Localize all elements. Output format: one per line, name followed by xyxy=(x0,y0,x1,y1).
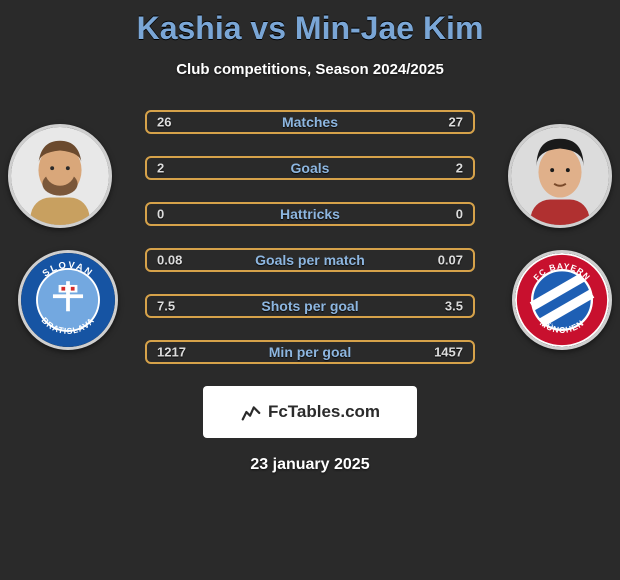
stat-right-value: 1457 xyxy=(434,345,463,360)
stat-label: Goals xyxy=(291,160,330,176)
subtitle: Club competitions, Season 2024/2025 xyxy=(0,61,620,78)
watermark: FcTables.com xyxy=(203,386,417,438)
watermark-text: FcTables.com xyxy=(268,402,380,422)
page-title: Kashia vs Min-Jae Kim xyxy=(0,10,620,47)
stat-left-value: 2 xyxy=(157,161,164,176)
stat-right-value: 27 xyxy=(449,115,463,130)
stat-left-value: 1217 xyxy=(157,345,186,360)
stat-label: Shots per goal xyxy=(261,298,358,314)
stat-right-value: 3.5 xyxy=(445,299,463,314)
stat-right-value: 0 xyxy=(456,207,463,222)
stat-label: Hattricks xyxy=(280,206,340,222)
stats-container: 26 Matches 27 2 Goals 2 0 Hattricks 0 0.… xyxy=(10,110,610,364)
stat-rows: 26 Matches 27 2 Goals 2 0 Hattricks 0 0.… xyxy=(145,110,475,364)
stat-label: Goals per match xyxy=(255,252,365,268)
stat-row: 1217 Min per goal 1457 xyxy=(145,340,475,364)
stat-row: 2 Goals 2 xyxy=(145,156,475,180)
stat-right-value: 2 xyxy=(456,161,463,176)
fctables-logo-icon xyxy=(240,401,262,423)
stat-left-value: 0 xyxy=(157,207,164,222)
stat-left-value: 7.5 xyxy=(157,299,175,314)
stat-left-value: 26 xyxy=(157,115,171,130)
stat-right-value: 0.07 xyxy=(438,253,463,268)
stat-row: 7.5 Shots per goal 3.5 xyxy=(145,294,475,318)
stat-label: Min per goal xyxy=(269,344,351,360)
stat-row: 26 Matches 27 xyxy=(145,110,475,134)
stat-label: Matches xyxy=(282,114,338,130)
stat-left-value: 0.08 xyxy=(157,253,182,268)
footer-date: 23 january 2025 xyxy=(0,456,620,474)
stat-row: 0 Hattricks 0 xyxy=(145,202,475,226)
comparison-card: Kashia vs Min-Jae Kim Club competitions,… xyxy=(0,0,620,580)
stat-row: 0.08 Goals per match 0.07 xyxy=(145,248,475,272)
